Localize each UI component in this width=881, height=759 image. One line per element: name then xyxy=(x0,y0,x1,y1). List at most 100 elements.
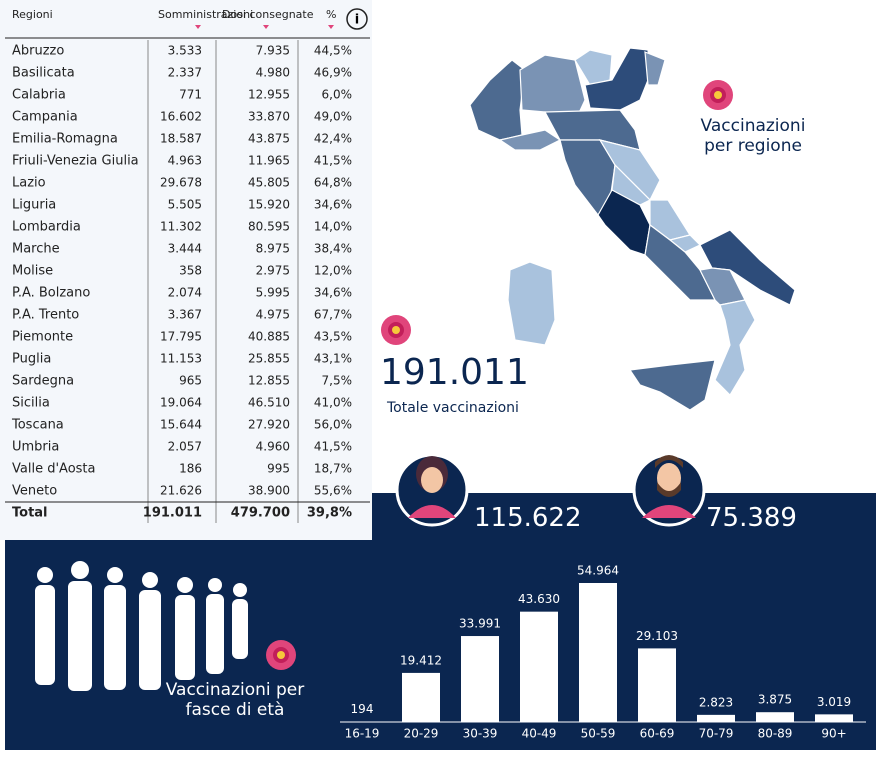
band xyxy=(5,540,876,750)
table-cell: 3.444 xyxy=(168,242,202,256)
table-cell: 34,6% xyxy=(314,198,352,212)
region-name: Molise xyxy=(12,264,53,279)
table-cell: 11.302 xyxy=(160,220,202,234)
bar xyxy=(402,672,440,722)
table-cell: 40.885 xyxy=(248,330,290,344)
table-cell: 12,0% xyxy=(314,264,352,278)
flower-icon xyxy=(266,640,296,670)
table-cell: 358 xyxy=(179,264,202,278)
table-cell: 4.980 xyxy=(256,66,290,80)
region-name: Campania xyxy=(12,110,78,125)
region-name: P.A. Bolzano xyxy=(12,286,90,301)
region-name: Piemonte xyxy=(12,330,73,345)
map xyxy=(469,47,796,411)
value-label: 19.412 xyxy=(400,653,442,667)
table-cell: 2.975 xyxy=(256,264,290,278)
table-cell: 5.505 xyxy=(168,198,202,212)
region-name: Lombardia xyxy=(12,220,81,235)
table-cell: 965 xyxy=(179,374,202,388)
table-cell: 67,7% xyxy=(314,308,352,322)
value-label: 33.991 xyxy=(459,617,501,631)
table-cell: 27.920 xyxy=(248,418,290,432)
table-cell: 43.875 xyxy=(248,132,290,146)
table-cell: 46,9% xyxy=(314,66,352,80)
table-cell: 80.595 xyxy=(248,220,290,234)
table-cell: 44,5% xyxy=(314,44,352,58)
value-label: 3.019 xyxy=(817,695,851,709)
crowd-icon xyxy=(35,561,248,691)
table-cell: 2.337 xyxy=(168,66,202,80)
region-name: Emilia-Romagna xyxy=(12,132,118,147)
table-cell: 995 xyxy=(267,462,290,476)
region-name: Marche xyxy=(12,242,60,257)
bar xyxy=(815,714,853,722)
region-name: Toscana xyxy=(11,418,64,433)
table-cell: 3.533 xyxy=(168,44,202,58)
total-label: Totale vaccinazioni xyxy=(387,400,519,416)
bar xyxy=(697,714,735,722)
table-bg xyxy=(0,0,372,540)
table-cell: 45.805 xyxy=(248,176,290,190)
table-cell: 12.855 xyxy=(248,374,290,388)
x-tick-label: 90+ xyxy=(821,727,846,741)
column-header: Regioni xyxy=(12,8,53,21)
table-cell: 18,7% xyxy=(314,462,352,476)
female-icon xyxy=(395,453,469,527)
x-tick-label: 16-19 xyxy=(345,727,380,741)
value-label: 2.823 xyxy=(699,695,733,709)
x-tick-label: 40-49 xyxy=(522,727,557,741)
x-tick-label: 80-89 xyxy=(758,727,793,741)
table-cell: 6,0% xyxy=(322,88,353,102)
info-icon[interactable] xyxy=(346,8,368,30)
table-cell: 33.870 xyxy=(248,110,290,124)
value-label: 3.875 xyxy=(758,693,792,707)
total-value: 191.011 xyxy=(380,352,529,393)
table-cell: 19.064 xyxy=(160,396,202,410)
table-cell: 42,4% xyxy=(314,132,352,146)
table-cell: 4.963 xyxy=(168,154,202,168)
table-cell: 11.965 xyxy=(248,154,290,168)
table-cell: 43,1% xyxy=(314,352,352,366)
x-tick-label: 70-79 xyxy=(699,727,734,741)
table-cell: 8.975 xyxy=(256,242,290,256)
table-cell: 11.153 xyxy=(160,352,202,366)
table-cell: 14,0% xyxy=(314,220,352,234)
info-icon: i xyxy=(355,13,359,28)
total-cell: 191.011 xyxy=(143,506,202,521)
table-cell: 34,6% xyxy=(314,286,352,300)
region-name: Valle d'Aosta xyxy=(12,462,95,477)
table-cell: 12.955 xyxy=(248,88,290,102)
table-cell: 29.678 xyxy=(160,176,202,190)
table-cell: 2.057 xyxy=(168,440,202,454)
bar xyxy=(756,712,794,722)
region-name: Sicilia xyxy=(12,396,50,411)
table-cell: 38,4% xyxy=(314,242,352,256)
bar xyxy=(461,636,499,722)
value-label: 29.103 xyxy=(636,629,678,643)
x-tick-label: 50-59 xyxy=(581,727,616,741)
table-cell: 4.975 xyxy=(256,308,290,322)
table-cell: 3.367 xyxy=(168,308,202,322)
bar xyxy=(638,648,676,722)
flower-icon xyxy=(381,315,411,345)
bar xyxy=(579,583,617,722)
x-tick-label: 20-29 xyxy=(404,727,439,741)
region-name: Liguria xyxy=(12,198,56,213)
female-count: 115.622 xyxy=(474,503,582,533)
table-cell: 49,0% xyxy=(314,110,352,124)
table-cell: 46.510 xyxy=(248,396,290,410)
table-cell: 43,5% xyxy=(314,330,352,344)
region-name: P.A. Trento xyxy=(12,308,79,323)
total-cell: 39,8% xyxy=(307,506,352,521)
column-header: Somministrazioni xyxy=(158,8,253,21)
table-cell: 41,0% xyxy=(314,396,352,410)
table-cell: 18.587 xyxy=(160,132,202,146)
male-count: 75.389 xyxy=(706,503,797,533)
bar xyxy=(520,611,558,722)
table-cell: 2.074 xyxy=(168,286,202,300)
table-cell: 56,0% xyxy=(314,418,352,432)
region-name: Calabria xyxy=(12,88,66,103)
table-cell: 5.995 xyxy=(256,286,290,300)
